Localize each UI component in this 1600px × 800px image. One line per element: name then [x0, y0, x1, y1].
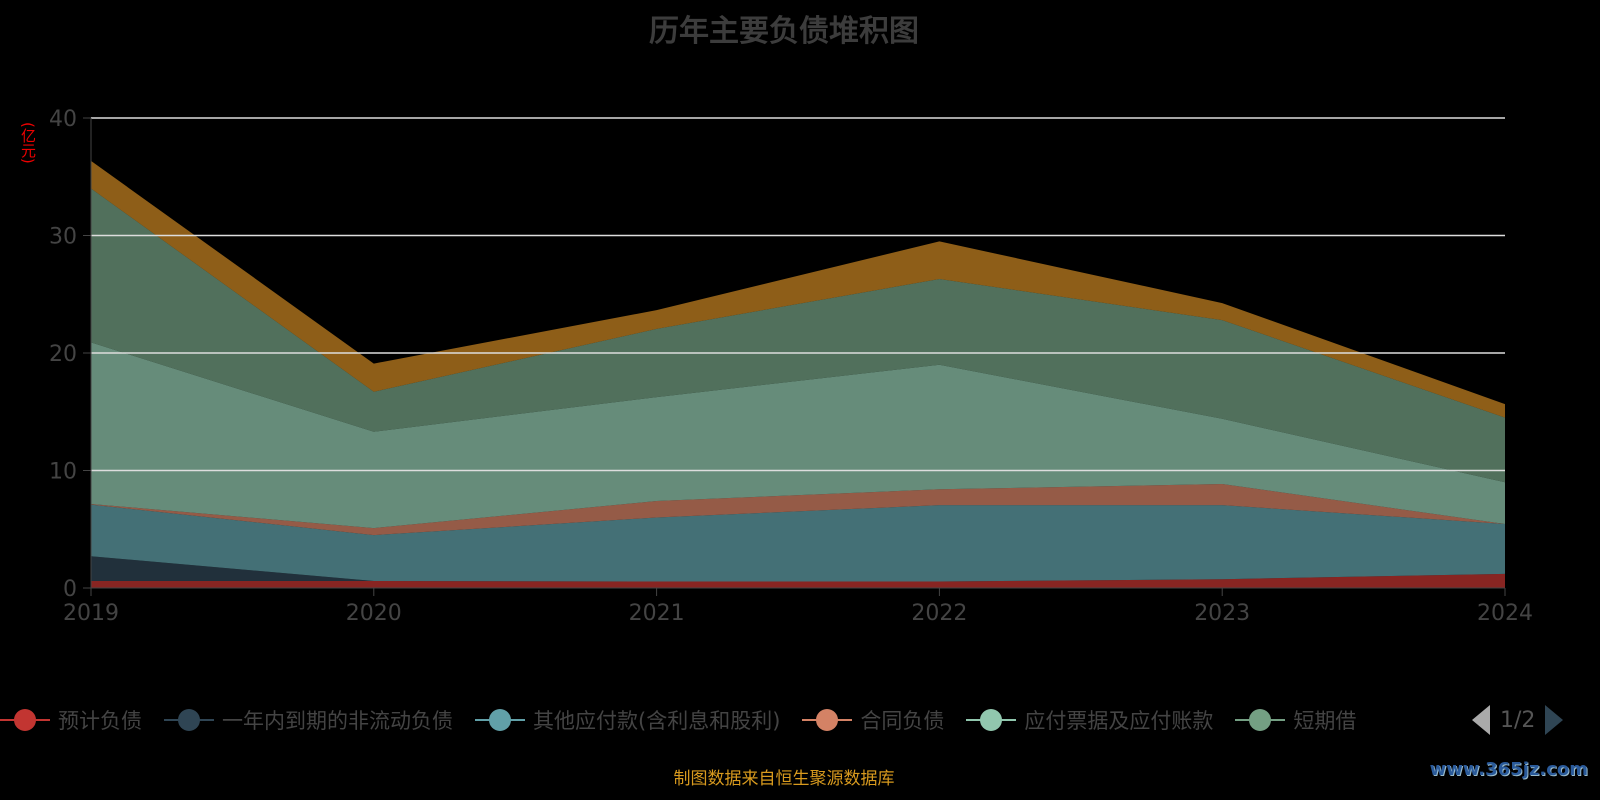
area-series-0 [91, 573, 1505, 588]
legend-label: 短期借 [1293, 709, 1357, 733]
legend-label: 其他应付款(含利息和股利) [533, 709, 781, 733]
legend-marker-icon [0, 708, 50, 732]
area-series-3 [91, 484, 1505, 536]
y-tick-label: 20 [49, 342, 77, 367]
legend-marker-icon [475, 708, 525, 732]
y-tick-label: 40 [49, 107, 77, 132]
area-series-2 [91, 504, 1505, 582]
legend-item[interactable]: 预计负债 [0, 705, 142, 735]
legend-item[interactable]: 一年内到期的非流动负债 [164, 705, 453, 735]
x-tick-label: 2020 [346, 601, 402, 626]
prev-page-icon[interactable] [1472, 705, 1490, 735]
y-tick-label: 0 [63, 577, 77, 602]
legend-label: 预计负债 [58, 709, 142, 733]
area-series-5 [91, 188, 1505, 483]
legend-item[interactable]: 其他应付款(含利息和股利) [475, 705, 780, 735]
watermark: www.365jz.com [1429, 759, 1588, 780]
legend-label: 应付票据及应付账款 [1024, 709, 1214, 733]
x-tick-label: 2023 [1194, 601, 1250, 626]
y-tick-label: 30 [49, 225, 77, 250]
x-tick-label: 2022 [911, 601, 967, 626]
legend-item[interactable]: 合同负债 [802, 705, 944, 735]
legend-marker-icon [1235, 708, 1286, 732]
legend-pager: 1/2 [1472, 705, 1564, 735]
y-tick-label: 10 [49, 460, 77, 485]
legend-marker-icon [802, 708, 853, 732]
legend-item[interactable]: 短期借 [1235, 705, 1356, 735]
area-series-4 [91, 342, 1505, 529]
next-page-icon[interactable] [1545, 705, 1564, 735]
legend-label: 一年内到期的非流动负债 [222, 709, 453, 733]
y-axis-unit: (亿元) [19, 122, 37, 164]
x-tick-label: 2024 [1477, 601, 1533, 626]
chart-title: 历年主要负债堆积图 [649, 14, 919, 49]
data-source: 制图数据来自恒生聚源数据库 [673, 769, 895, 789]
legend: 预计负债 一年内到期的非流动负债 其他应付款(含利息和股利) 合同负债 应付票据及应付账… [0, 705, 1475, 735]
legend-marker-icon [966, 708, 1017, 732]
legend-marker-icon [164, 708, 214, 732]
x-tick-label: 2019 [63, 601, 119, 626]
x-tick-label: 2021 [629, 601, 685, 626]
legend-label: 合同负债 [860, 709, 945, 733]
legend-item[interactable]: 应付票据及应付账款 [966, 705, 1213, 735]
page-indicator: 1/2 [1500, 707, 1536, 733]
area-series-1 [91, 556, 1505, 582]
